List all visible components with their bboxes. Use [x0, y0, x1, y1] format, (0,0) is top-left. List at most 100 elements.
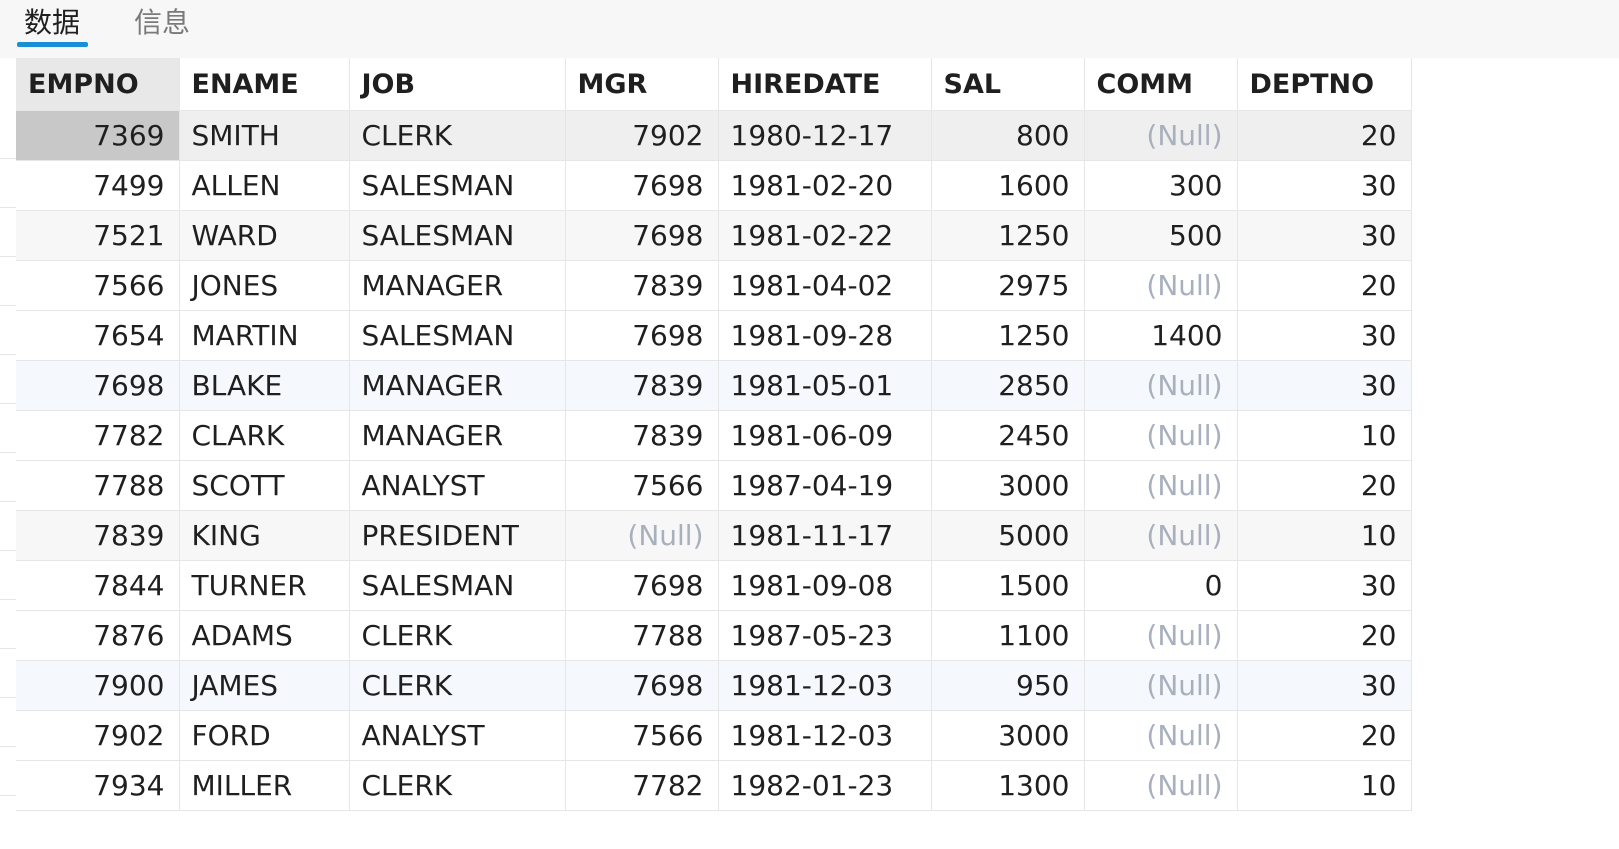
cell-mgr[interactable]: 7698: [565, 210, 719, 261]
row-selector[interactable]: [0, 453, 16, 502]
cell-empno[interactable]: 7934: [16, 760, 180, 811]
cell-deptno[interactable]: 20: [1237, 610, 1412, 661]
cell-job[interactable]: SALESMAN: [349, 560, 566, 611]
cell-sal[interactable]: 5000: [931, 510, 1085, 561]
table-row[interactable]: 7499 ALLEN SALESMAN 7698 1981-02-20 1600 300 30: [16, 160, 1412, 211]
cell-job[interactable]: PRESIDENT: [349, 510, 566, 561]
row-selector[interactable]: [0, 551, 16, 600]
cell-ename[interactable]: BLAKE: [179, 360, 350, 411]
cell-hiredate[interactable]: 1982-01-23: [718, 760, 932, 811]
cell-mgr[interactable]: 7566: [565, 710, 719, 761]
cell-ename[interactable]: ALLEN: [179, 160, 350, 211]
cell-deptno[interactable]: 10: [1237, 410, 1412, 461]
cell-deptno[interactable]: 30: [1237, 310, 1412, 361]
cell-mgr[interactable]: 7839: [565, 410, 719, 461]
cell-deptno[interactable]: 30: [1237, 560, 1412, 611]
cell-deptno[interactable]: 10: [1237, 510, 1412, 561]
cell-deptno[interactable]: 30: [1237, 360, 1412, 411]
cell-mgr[interactable]: 7788: [565, 610, 719, 661]
row-selector[interactable]: [0, 306, 16, 355]
cell-sal[interactable]: 1100: [931, 610, 1085, 661]
column-header-sal[interactable]: SAL: [931, 58, 1085, 111]
row-selector[interactable]: [0, 502, 16, 551]
cell-job[interactable]: SALESMAN: [349, 160, 566, 211]
cell-hiredate[interactable]: 1981-05-01: [718, 360, 932, 411]
cell-hiredate[interactable]: 1981-09-28: [718, 310, 932, 361]
column-header-ename[interactable]: ENAME: [179, 58, 350, 111]
cell-hiredate[interactable]: 1981-06-09: [718, 410, 932, 461]
table-row[interactable]: 7654 MARTIN SALESMAN 7698 1981-09-28 1250 1400…: [16, 310, 1412, 361]
cell-ename[interactable]: ADAMS: [179, 610, 350, 661]
cell-job[interactable]: SALESMAN: [349, 210, 566, 261]
cell-hiredate[interactable]: 1981-04-02: [718, 260, 932, 311]
cell-job[interactable]: CLERK: [349, 760, 566, 811]
row-selector[interactable]: [0, 600, 16, 649]
cell-mgr[interactable]: 7698: [565, 310, 719, 361]
cell-ename[interactable]: SMITH: [179, 110, 350, 161]
column-header-mgr[interactable]: MGR: [565, 58, 719, 111]
cell-ename[interactable]: MARTIN: [179, 310, 350, 361]
table-row[interactable]: 7876 ADAMS CLERK 7788 1987-05-23 1100 (Null) 20: [16, 610, 1412, 661]
cell-comm[interactable]: (Null): [1084, 610, 1238, 661]
cell-mgr[interactable]: 7839: [565, 260, 719, 311]
column-header-empno[interactable]: EMPNO: [16, 58, 180, 111]
cell-hiredate[interactable]: 1981-12-03: [718, 660, 932, 711]
cell-comm[interactable]: (Null): [1084, 510, 1238, 561]
cell-empno[interactable]: 7566: [16, 260, 180, 311]
column-header-hiredate[interactable]: HIREDATE: [718, 58, 932, 111]
column-header-comm[interactable]: COMM: [1084, 58, 1238, 111]
table-row[interactable]: 7839 KING PRESIDENT (Null) 1981-11-17 5000 (Nu…: [16, 510, 1412, 561]
cell-deptno[interactable]: 30: [1237, 160, 1412, 211]
cell-sal[interactable]: 2850: [931, 360, 1085, 411]
cell-sal[interactable]: 3000: [931, 710, 1085, 761]
cell-hiredate[interactable]: 1981-02-20: [718, 160, 932, 211]
cell-job[interactable]: CLERK: [349, 660, 566, 711]
cell-empno[interactable]: 7369: [16, 110, 180, 161]
cell-deptno[interactable]: 20: [1237, 460, 1412, 511]
cell-job[interactable]: MANAGER: [349, 410, 566, 461]
cell-ename[interactable]: KING: [179, 510, 350, 561]
table-row[interactable]: 7900 JAMES CLERK 7698 1981-12-03 950 (Null) 30: [16, 660, 1412, 711]
table-row[interactable]: 7566 JONES MANAGER 7839 1981-04-02 2975 (Null)…: [16, 260, 1412, 311]
cell-empno[interactable]: 7902: [16, 710, 180, 761]
cell-sal[interactable]: 2450: [931, 410, 1085, 461]
row-selector[interactable]: [0, 649, 16, 698]
row-selector[interactable]: [0, 355, 16, 404]
cell-mgr[interactable]: 7902: [565, 110, 719, 161]
cell-mgr[interactable]: 7698: [565, 560, 719, 611]
cell-sal[interactable]: 1250: [931, 210, 1085, 261]
row-selector[interactable]: [0, 208, 16, 257]
cell-sal[interactable]: 1500: [931, 560, 1085, 611]
cell-empno[interactable]: 7521: [16, 210, 180, 261]
cell-ename[interactable]: JAMES: [179, 660, 350, 711]
cell-comm[interactable]: 0: [1084, 560, 1238, 611]
cell-ename[interactable]: FORD: [179, 710, 350, 761]
column-header-job[interactable]: JOB: [349, 58, 566, 111]
cell-sal[interactable]: 1250: [931, 310, 1085, 361]
cell-job[interactable]: SALESMAN: [349, 310, 566, 361]
cell-mgr[interactable]: (Null): [565, 510, 719, 561]
cell-ename[interactable]: JONES: [179, 260, 350, 311]
cell-sal[interactable]: 800: [931, 110, 1085, 161]
row-selector[interactable]: [0, 110, 16, 159]
cell-comm[interactable]: (Null): [1084, 660, 1238, 711]
cell-deptno[interactable]: 20: [1237, 110, 1412, 161]
cell-comm[interactable]: (Null): [1084, 710, 1238, 761]
cell-comm[interactable]: (Null): [1084, 760, 1238, 811]
cell-mgr[interactable]: 7839: [565, 360, 719, 411]
cell-sal[interactable]: 1300: [931, 760, 1085, 811]
cell-comm[interactable]: 1400: [1084, 310, 1238, 361]
cell-hiredate[interactable]: 1980-12-17: [718, 110, 932, 161]
table-row[interactable]: 7521 WARD SALESMAN 7698 1981-02-22 1250 500 30: [16, 210, 1412, 261]
row-selector[interactable]: [0, 257, 16, 306]
row-selector[interactable]: [0, 404, 16, 453]
cell-job[interactable]: CLERK: [349, 110, 566, 161]
cell-empno[interactable]: 7788: [16, 460, 180, 511]
cell-job[interactable]: MANAGER: [349, 360, 566, 411]
cell-empno[interactable]: 7698: [16, 360, 180, 411]
cell-deptno[interactable]: 30: [1237, 660, 1412, 711]
cell-deptno[interactable]: 20: [1237, 710, 1412, 761]
column-header-deptno[interactable]: DEPTNO: [1237, 58, 1412, 111]
row-selector[interactable]: [0, 747, 16, 796]
cell-mgr[interactable]: 7566: [565, 460, 719, 511]
